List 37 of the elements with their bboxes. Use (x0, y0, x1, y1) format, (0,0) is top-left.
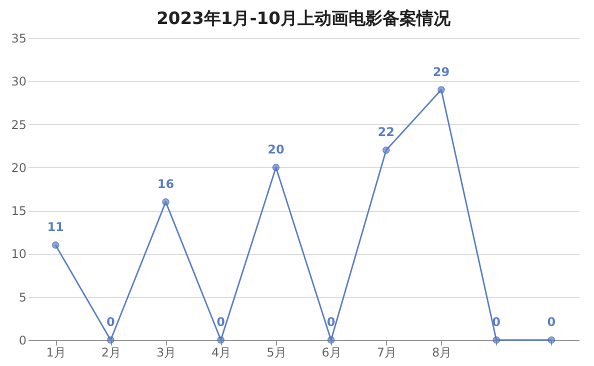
data-label: 20 (268, 142, 284, 156)
point (438, 86, 445, 94)
point (217, 336, 225, 344)
data-label: 29 (432, 64, 450, 79)
y-tick-label: 20 (11, 160, 26, 175)
y-tick-label: 25 (11, 118, 26, 132)
y-tick-label: 35 (11, 32, 26, 46)
point (106, 336, 114, 344)
data-label: 16 (157, 176, 174, 191)
data-label: 11 (47, 220, 64, 234)
data-label: 0 (216, 315, 226, 329)
point (492, 336, 500, 344)
x-tick-label: 7月 (376, 346, 396, 360)
point (162, 198, 170, 206)
x-tick-label: 1月 (46, 346, 66, 360)
data-label: 0 (547, 315, 556, 329)
x-tick-label: 8月 (432, 346, 452, 360)
x-tick-label: 6月 (322, 346, 342, 360)
data-label: 0 (326, 315, 336, 329)
data-label: 0 (492, 315, 501, 329)
chart-title: 2023年1月-10月上动画电影备案情况 (156, 8, 452, 29)
x-tick-label: 3月 (156, 346, 176, 360)
point (382, 146, 390, 154)
y-tick-label: 0 (18, 334, 26, 348)
point (327, 336, 335, 344)
point (272, 164, 280, 172)
x-tick-label: 4月 (212, 346, 232, 360)
x-tick-label: 5月 (266, 346, 286, 360)
point (548, 336, 556, 344)
y-tick-label: 15 (11, 204, 26, 218)
data-label: 0 (106, 315, 115, 329)
y-tick-label: 5 (18, 290, 26, 304)
y-tick-label: 30 (11, 74, 26, 89)
data-label: 22 (378, 125, 394, 140)
x-tick-label: 2月 (101, 346, 121, 360)
point (52, 241, 60, 249)
y-tick-label: 10 (11, 247, 26, 262)
